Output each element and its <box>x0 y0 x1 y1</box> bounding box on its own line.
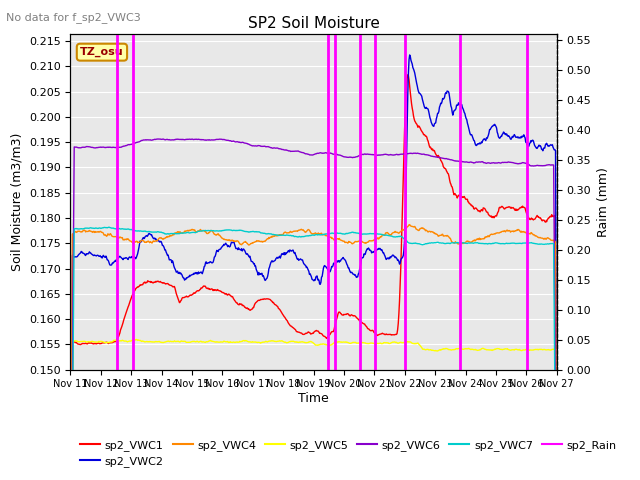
X-axis label: Time: Time <box>298 392 329 405</box>
Y-axis label: Raim (mm): Raim (mm) <box>597 167 610 237</box>
Text: TZ_osu: TZ_osu <box>80 47 124 57</box>
Text: No data for f_sp2_VWC3: No data for f_sp2_VWC3 <box>6 12 141 23</box>
Legend: sp2_VWC1, sp2_VWC2, sp2_VWC4, sp2_VWC5, sp2_VWC6, sp2_VWC7, sp2_Rain: sp2_VWC1, sp2_VWC2, sp2_VWC4, sp2_VWC5, … <box>76 435 621 471</box>
Y-axis label: Soil Moisture (m3/m3): Soil Moisture (m3/m3) <box>10 132 24 271</box>
Title: SP2 Soil Moisture: SP2 Soil Moisture <box>248 16 380 31</box>
